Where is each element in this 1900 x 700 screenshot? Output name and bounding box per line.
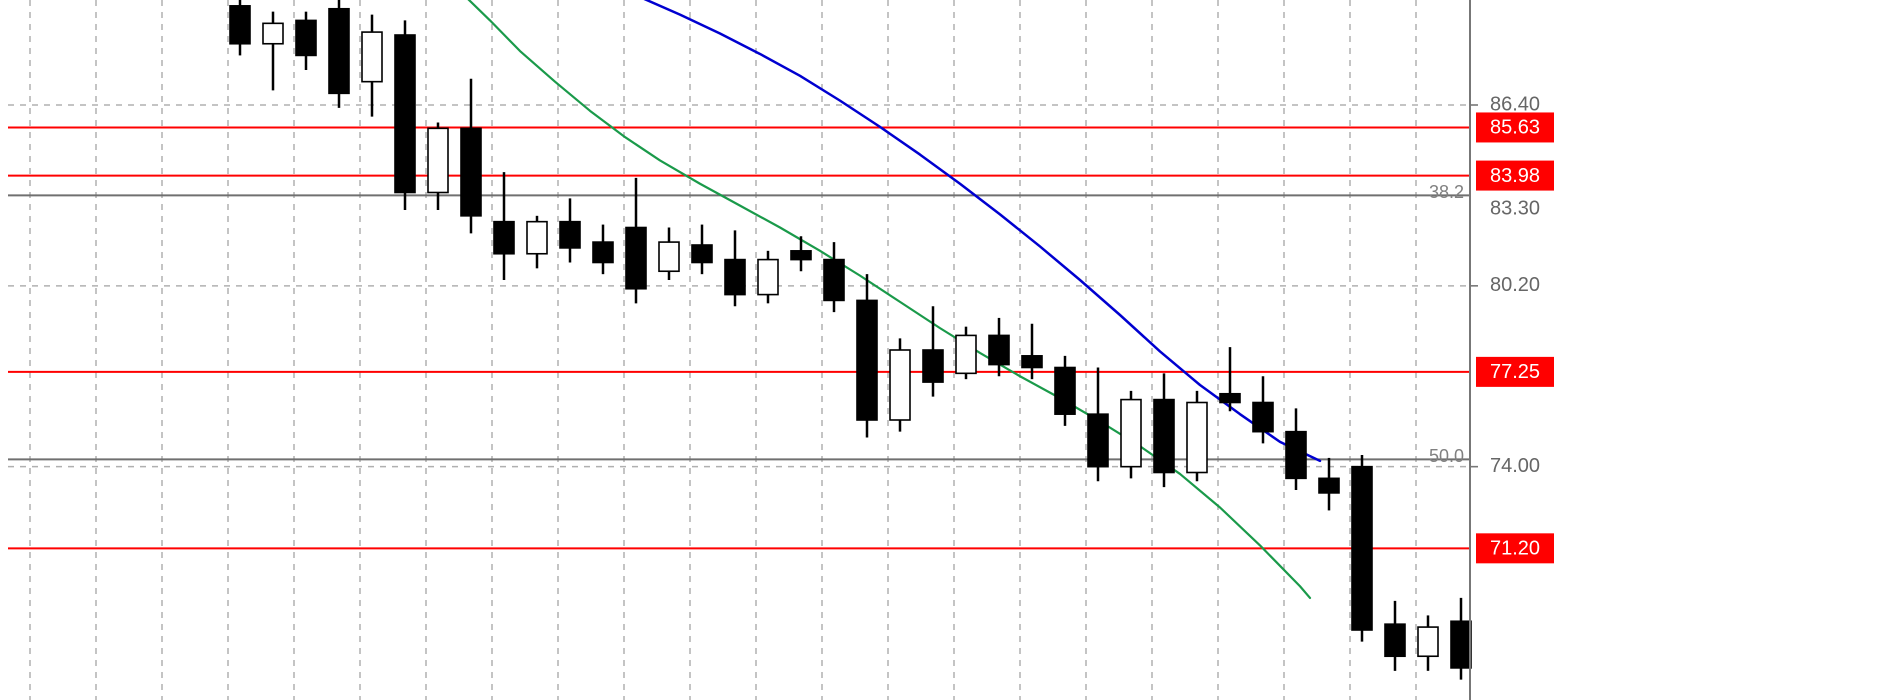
candlestick-chart[interactable]: 86.40 80.20 74.00 85.63 83.98 38.2 83.30 77.25 5… xyxy=(0,0,1900,700)
fib-label: 50.0 xyxy=(1429,446,1464,466)
price-badge-label: 85.63 xyxy=(1490,117,1540,139)
y-axis-label: 74.00 xyxy=(1490,455,1540,477)
price-badge-label: 83.98 xyxy=(1490,165,1540,187)
y-axis-label: 86.40 xyxy=(1490,93,1540,115)
fib-label: 38.2 xyxy=(1429,182,1464,202)
price-label: 83.30 xyxy=(1490,198,1540,220)
price-badge-label: 71.20 xyxy=(1490,538,1540,560)
y-axis-label: 80.20 xyxy=(1490,274,1540,296)
price-badge-label: 77.25 xyxy=(1490,361,1540,383)
